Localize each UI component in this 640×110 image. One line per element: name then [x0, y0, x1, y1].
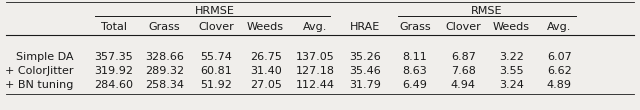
Text: 35.46: 35.46: [349, 66, 381, 76]
Text: Simple DA: Simple DA: [16, 52, 74, 62]
Text: Clover: Clover: [198, 22, 234, 32]
Text: 258.34: 258.34: [145, 80, 184, 90]
Text: 26.75: 26.75: [250, 52, 282, 62]
Text: 6.62: 6.62: [547, 66, 572, 76]
Text: + ColorJitter: + ColorJitter: [5, 66, 74, 76]
Text: 6.49: 6.49: [403, 80, 427, 90]
Text: Weeds: Weeds: [493, 22, 530, 32]
Text: 60.81: 60.81: [200, 66, 232, 76]
Text: Grass: Grass: [148, 22, 180, 32]
Text: 284.60: 284.60: [95, 80, 133, 90]
Text: 55.74: 55.74: [200, 52, 232, 62]
Text: Clover: Clover: [445, 22, 481, 32]
Text: 357.35: 357.35: [95, 52, 133, 62]
Text: Grass: Grass: [399, 22, 431, 32]
Text: 31.79: 31.79: [349, 80, 381, 90]
Text: RMSE: RMSE: [471, 6, 503, 16]
Text: 112.44: 112.44: [296, 80, 334, 90]
Text: Total: Total: [101, 22, 127, 32]
Text: 27.05: 27.05: [250, 80, 282, 90]
Text: 3.55: 3.55: [499, 66, 524, 76]
Text: Avg.: Avg.: [303, 22, 327, 32]
Text: 4.89: 4.89: [547, 80, 572, 90]
Text: 6.07: 6.07: [547, 52, 572, 62]
Text: HRAE: HRAE: [349, 22, 380, 32]
Text: 31.40: 31.40: [250, 66, 282, 76]
Text: 319.92: 319.92: [95, 66, 133, 76]
Text: 4.94: 4.94: [451, 80, 476, 90]
Text: 7.68: 7.68: [451, 66, 476, 76]
Text: 8.63: 8.63: [403, 66, 427, 76]
Text: 3.24: 3.24: [499, 80, 524, 90]
Text: 35.26: 35.26: [349, 52, 381, 62]
Text: 8.11: 8.11: [403, 52, 427, 62]
Text: Weeds: Weeds: [247, 22, 284, 32]
Text: 3.22: 3.22: [499, 52, 524, 62]
Text: 137.05: 137.05: [296, 52, 334, 62]
Text: 127.18: 127.18: [296, 66, 334, 76]
Text: 328.66: 328.66: [145, 52, 184, 62]
Text: HRMSE: HRMSE: [195, 6, 234, 16]
Text: 51.92: 51.92: [200, 80, 232, 90]
Text: 6.87: 6.87: [451, 52, 476, 62]
Text: Avg.: Avg.: [547, 22, 572, 32]
Text: 289.32: 289.32: [145, 66, 184, 76]
Text: + BN tuning: + BN tuning: [5, 80, 74, 90]
